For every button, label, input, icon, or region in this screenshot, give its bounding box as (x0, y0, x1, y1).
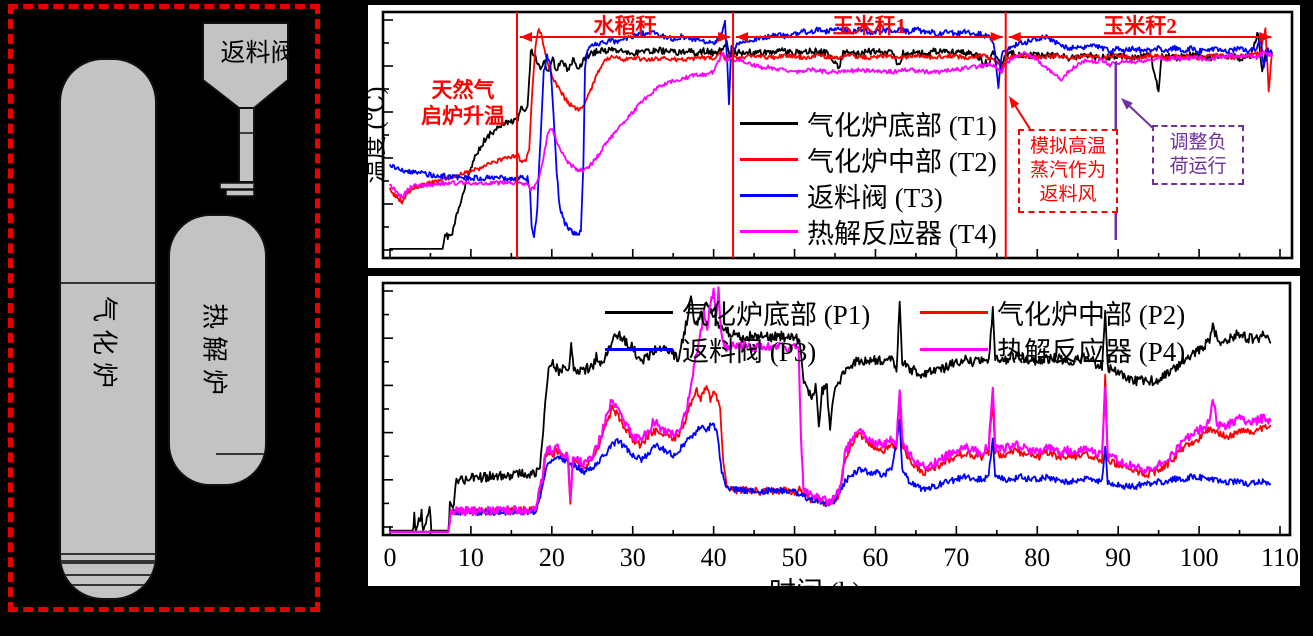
t2-line-sample (740, 157, 798, 161)
startup-annotation-line2: 启炉升温 (421, 104, 505, 128)
legend-item-p3: 返料阀 (P3) (605, 332, 817, 367)
t3-label: 返料阀 (T3) (807, 182, 943, 213)
time-axis-label: 时间 (h) (769, 570, 861, 586)
p4-label: 热解反应器 (P4) (997, 336, 1186, 367)
return-valve-funnel (202, 22, 289, 197)
startup-annotation-line1: 天然气 (431, 78, 495, 102)
gasifier-bottom-line-4 (61, 584, 155, 586)
svg-text:40: 40 (701, 543, 727, 572)
p2-label: 气化炉中部 (P2) (997, 299, 1186, 330)
legend-item-t4: 热解反应器 (T4) (740, 214, 997, 249)
temperature-chart-panel: 温度 (℃) 天然气 启炉升温 水稻秆 玉米秆1 玉米秆2 气化炉底部 (T1)… (368, 5, 1300, 268)
legend-item-t1: 气化炉底部 (T1) (740, 106, 997, 141)
legend-item-t2: 气化炉中部 (T2) (740, 142, 997, 177)
pyrolyzer-label: 热解炉 (199, 302, 229, 402)
steam-annotation-line1: 模拟高温 (1029, 136, 1106, 157)
gasifier-bottom-line-3 (61, 574, 155, 576)
pyrolyzer-level-line (216, 453, 265, 455)
pressure-chart-canvas: 0 10 20 30 40 50 60 70 80 90 100 110 (381, 281, 1299, 572)
p3-label: 返料阀 (P3) (682, 336, 817, 367)
pressure-chart-panel: 0 10 20 30 40 50 60 70 80 90 100 110 气化炉底部 (P1) 气化炉… (368, 276, 1300, 586)
svg-text:100: 100 (1180, 543, 1219, 572)
steam-annotation-line3: 返料风 (1039, 184, 1097, 205)
svg-text:0: 0 (384, 543, 397, 572)
temperature-chart-canvas (381, 10, 1294, 260)
t1-label: 气化炉底部 (T1) (807, 110, 997, 141)
p3-line-sample (605, 347, 673, 351)
svg-text:90: 90 (1105, 543, 1131, 572)
gasifier-label: 气化炉 (89, 295, 119, 395)
t4-line-sample (740, 229, 798, 233)
p4-line-sample (920, 347, 988, 351)
pyrolyzer-vessel (168, 214, 267, 486)
phase-label-corn-stalk-1: 玉米秆1 (832, 14, 907, 38)
return-valve-label: 返料阀 (220, 40, 296, 67)
gasifier-vessel (59, 58, 157, 600)
svg-text:60: 60 (862, 543, 888, 572)
phase-label-rice-straw: 水稻秆 (593, 14, 657, 38)
t3-line-sample (740, 193, 798, 197)
startup-annotation: 天然气 启炉升温 (396, 77, 530, 129)
svg-text:30: 30 (620, 543, 646, 572)
steam-annotation-line2: 蒸汽作为 (1029, 160, 1106, 181)
p1-line-sample (605, 310, 673, 314)
svg-text:20: 20 (539, 543, 565, 572)
svg-text:10: 10 (458, 543, 484, 572)
legend-item-p1: 气化炉底部 (P1) (605, 295, 871, 330)
load-adjust-line1: 调整负 (1169, 132, 1227, 153)
t2-label: 气化炉中部 (T2) (807, 146, 997, 177)
legend-item-p2: 气化炉中部 (P2) (920, 295, 1186, 330)
gasifier-level-line (61, 282, 155, 284)
svg-text:80: 80 (1024, 543, 1050, 572)
temperature-y-axis-label: 温度 (℃) (368, 86, 389, 184)
svg-text:50: 50 (782, 543, 808, 572)
t4-label: 热解反应器 (T4) (807, 218, 997, 249)
load-adjust-line2: 荷运行 (1169, 156, 1227, 177)
legend-item-t3: 返料阀 (T3) (740, 178, 943, 213)
load-adjust-annotation-box: 调整负 荷运行 (1152, 125, 1244, 185)
p1-label: 气化炉底部 (P1) (682, 299, 871, 330)
svg-text:110: 110 (1261, 543, 1299, 572)
legend-item-p4: 热解反应器 (P4) (920, 332, 1186, 367)
svg-text:70: 70 (943, 543, 969, 572)
t1-line-sample (740, 121, 798, 125)
phase-label-corn-stalk-2: 玉米秆2 (1103, 14, 1177, 38)
p2-line-sample (920, 310, 988, 314)
gasifier-bottom-line-1 (61, 553, 155, 555)
equipment-diagram-border: 气化炉 热解炉 返料阀 (8, 4, 320, 612)
gasifier-bottom-line-2 (61, 560, 155, 564)
steam-annotation-box: 模拟高温 蒸汽作为 返料风 (1018, 129, 1118, 213)
